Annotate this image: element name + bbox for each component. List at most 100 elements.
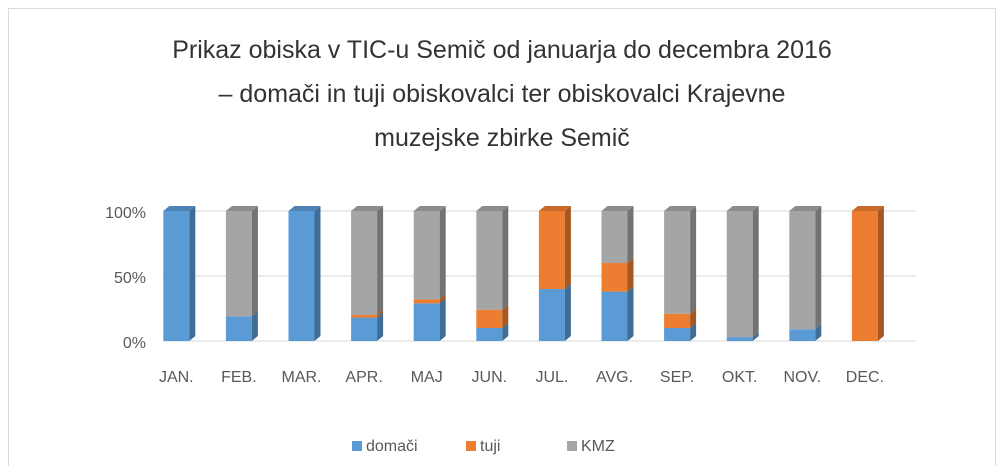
bar-segment	[851, 206, 884, 341]
bar-side	[752, 332, 759, 341]
x-tick-label: SEP.	[660, 369, 694, 386]
bar-front	[538, 211, 565, 289]
bar-side	[439, 294, 446, 304]
bar-segment	[351, 312, 384, 341]
bar-front	[476, 309, 503, 328]
x-tick-label: JAN.	[159, 369, 194, 386]
bar-top	[601, 206, 634, 211]
bar-front	[476, 328, 503, 341]
y-tick-label: 100%	[105, 205, 146, 222]
bar-front	[726, 211, 753, 338]
bar-side	[502, 304, 509, 328]
bar-side	[752, 206, 759, 338]
bar-front	[726, 337, 753, 341]
bar-front	[664, 328, 691, 341]
bar-segment	[225, 311, 258, 341]
bar-segment	[163, 206, 196, 341]
bar-side	[251, 206, 258, 317]
bar-segment	[413, 298, 446, 341]
x-tick-label: DEC.	[846, 369, 884, 386]
x-tick-label: AVG.	[596, 369, 633, 386]
bar-side	[627, 206, 634, 263]
legend-swatch	[352, 441, 362, 451]
bar-segment	[601, 258, 634, 292]
bar-segment	[601, 286, 634, 341]
bar-side	[439, 298, 446, 341]
bar-top	[413, 206, 446, 211]
legend-label: tuji	[480, 438, 500, 455]
bar-side	[377, 312, 384, 341]
bar-segment	[601, 206, 634, 263]
bar-side	[690, 206, 697, 314]
bar-front	[413, 211, 440, 300]
legend-label: KMZ	[581, 438, 615, 455]
x-tick-label: OKT.	[722, 369, 758, 386]
bar-top	[288, 206, 321, 211]
bar-front	[538, 289, 565, 341]
bar-segment	[664, 206, 697, 314]
x-tick-label: JUL.	[535, 369, 568, 386]
bar-side	[877, 206, 884, 341]
x-tick-label: NOV.	[783, 369, 821, 386]
bar-top	[351, 206, 384, 211]
x-tick-label: JUN.	[472, 369, 508, 386]
bar-side	[189, 206, 196, 341]
x-tick-label: MAJ	[411, 369, 443, 386]
bar-segment	[726, 332, 759, 341]
bar-segment	[476, 323, 509, 341]
bar-front	[288, 211, 315, 341]
bar-front	[351, 315, 378, 318]
bar-side	[502, 206, 509, 310]
bar-side	[564, 206, 571, 289]
bar-front	[664, 211, 691, 314]
bar-top	[538, 206, 571, 211]
bar-segment	[476, 304, 509, 328]
bar-side	[627, 286, 634, 341]
bar-front	[851, 211, 878, 341]
bar-side	[439, 206, 446, 300]
bar-front	[601, 291, 628, 341]
bar-side	[314, 206, 321, 341]
bar-side	[502, 323, 509, 341]
bar-front	[163, 211, 190, 341]
bar-front	[413, 299, 440, 304]
bar-segment	[225, 206, 258, 317]
bar-front	[351, 211, 378, 315]
bar-segment	[413, 206, 446, 300]
x-tick-label: APR.	[345, 369, 382, 386]
bar-front	[225, 211, 252, 317]
bar-front	[351, 317, 378, 341]
x-tick-label: FEB.	[221, 369, 257, 386]
bar-side	[377, 206, 384, 315]
bar-top	[225, 206, 258, 211]
bar-side	[815, 324, 822, 341]
bar-segment	[288, 206, 321, 341]
bar-side	[690, 323, 697, 341]
bar-front	[413, 303, 440, 341]
bar-segment	[351, 310, 384, 318]
bar-side	[690, 308, 697, 328]
legend-label: domači	[366, 438, 418, 455]
bar-side	[627, 258, 634, 292]
bar-segment	[476, 206, 509, 310]
bar-side	[564, 284, 571, 341]
legend-swatch	[567, 441, 577, 451]
bar-top	[476, 206, 509, 211]
bar-front	[789, 329, 816, 341]
bar-front	[601, 263, 628, 292]
bar-front	[601, 211, 628, 263]
bar-front	[789, 211, 816, 330]
bar-segment	[726, 206, 759, 338]
legend-swatch	[466, 441, 476, 451]
bar-top	[789, 206, 822, 211]
bar-segment	[538, 206, 571, 289]
bar-top	[726, 206, 759, 211]
x-tick-label: MAR.	[282, 369, 322, 386]
y-tick-label: 50%	[114, 270, 146, 287]
chart-title: Prikaz obiska v TIC-u Semič od januarja …	[172, 36, 832, 152]
bar-top	[163, 206, 196, 211]
bar-side	[377, 310, 384, 318]
y-tick-label: 0%	[123, 335, 146, 352]
